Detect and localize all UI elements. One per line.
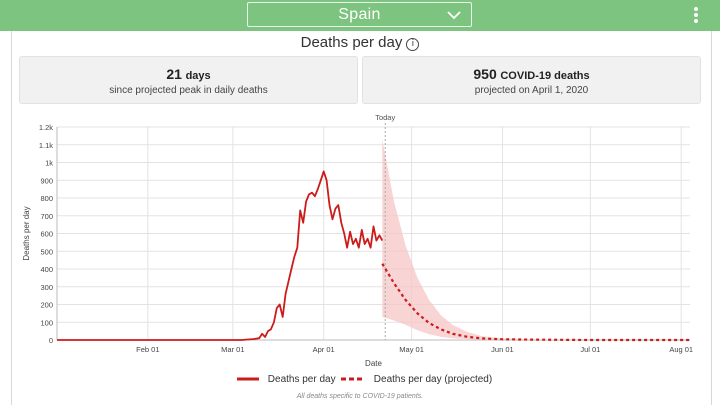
y-tick-label: 0 (49, 336, 53, 345)
legend-item-projected[interactable]: Deaths per day (projected) (340, 374, 492, 387)
y-tick-label: 700 (40, 212, 53, 221)
y-tick-label: 300 (40, 283, 53, 292)
today-marker-label: Today (375, 113, 395, 122)
stat-card-projected-deaths: 950 COVID-19 deaths projected on April 1… (362, 56, 701, 104)
y-tick-label: 600 (40, 230, 53, 239)
y-tick-label: 200 (40, 301, 53, 310)
projected-series-line (381, 263, 690, 342)
y-tick-label: 1.1k (39, 141, 53, 150)
legend-label: Deaths per day (projected) (373, 374, 493, 385)
y-tick-label: 1.2k (39, 123, 53, 132)
y-tick-label: 400 (40, 265, 53, 274)
x-tick-label: Jun 01 (491, 345, 514, 354)
stat-value: 21 (166, 66, 182, 82)
deaths-chart: 0 100 200 300 400 500 600 700 800 900 1k 1.1k 1.2k Fe… (22, 113, 693, 368)
chart-heading: Deaths per day i (0, 34, 720, 51)
chart-heading-text: Deaths per day (300, 34, 403, 51)
kebab-menu-icon[interactable] (690, 7, 702, 25)
y-tick-label: 100 (40, 318, 53, 327)
legend-label: Deaths per day (267, 374, 336, 385)
y-tick-label: 900 (40, 176, 53, 185)
country-select-value: Spain (338, 6, 381, 23)
x-tick-label: Aug 01 (669, 345, 693, 354)
info-icon[interactable]: i (406, 38, 420, 51)
x-tick-label: May 01 (399, 345, 424, 354)
x-tick-label: Mar 01 (221, 345, 244, 354)
x-tick-label: Jul 01 (580, 345, 600, 354)
x-tick-label: Feb 01 (136, 345, 159, 354)
stat-caption: since projected peak in daily deaths (109, 85, 268, 96)
footnote: All deaths specific to COVID-19 patients… (296, 393, 424, 400)
legend-swatch-dashed (341, 377, 365, 381)
stat-unit: days (185, 70, 211, 82)
chart-legend: Deaths per day Deaths per day (projected… (0, 374, 720, 388)
country-select[interactable]: Spain (247, 2, 472, 27)
stat-card-days-since-peak: 21 days since projected peak in daily de… (19, 56, 358, 104)
stat-caption: projected on April 1, 2020 (474, 85, 589, 96)
top-bar: Spain (0, 0, 720, 31)
y-tick-label: 800 (40, 194, 53, 203)
legend-item-observed[interactable]: Deaths per day (236, 374, 336, 387)
y-tick-label: 500 (40, 247, 53, 256)
stat-unit: COVID-19 deaths (500, 70, 590, 82)
x-axis-title: Date (365, 359, 382, 368)
y-axis-title: Deaths per day (22, 206, 31, 260)
chevron-down-icon (447, 11, 461, 20)
observed-series-line (57, 170, 384, 341)
uncertainty-band (382, 139, 591, 340)
x-tick-label: Apr 01 (313, 345, 335, 354)
stat-value: 950 (473, 66, 497, 82)
legend-swatch-solid (237, 377, 259, 381)
y-tick-label: 1k (45, 159, 53, 168)
